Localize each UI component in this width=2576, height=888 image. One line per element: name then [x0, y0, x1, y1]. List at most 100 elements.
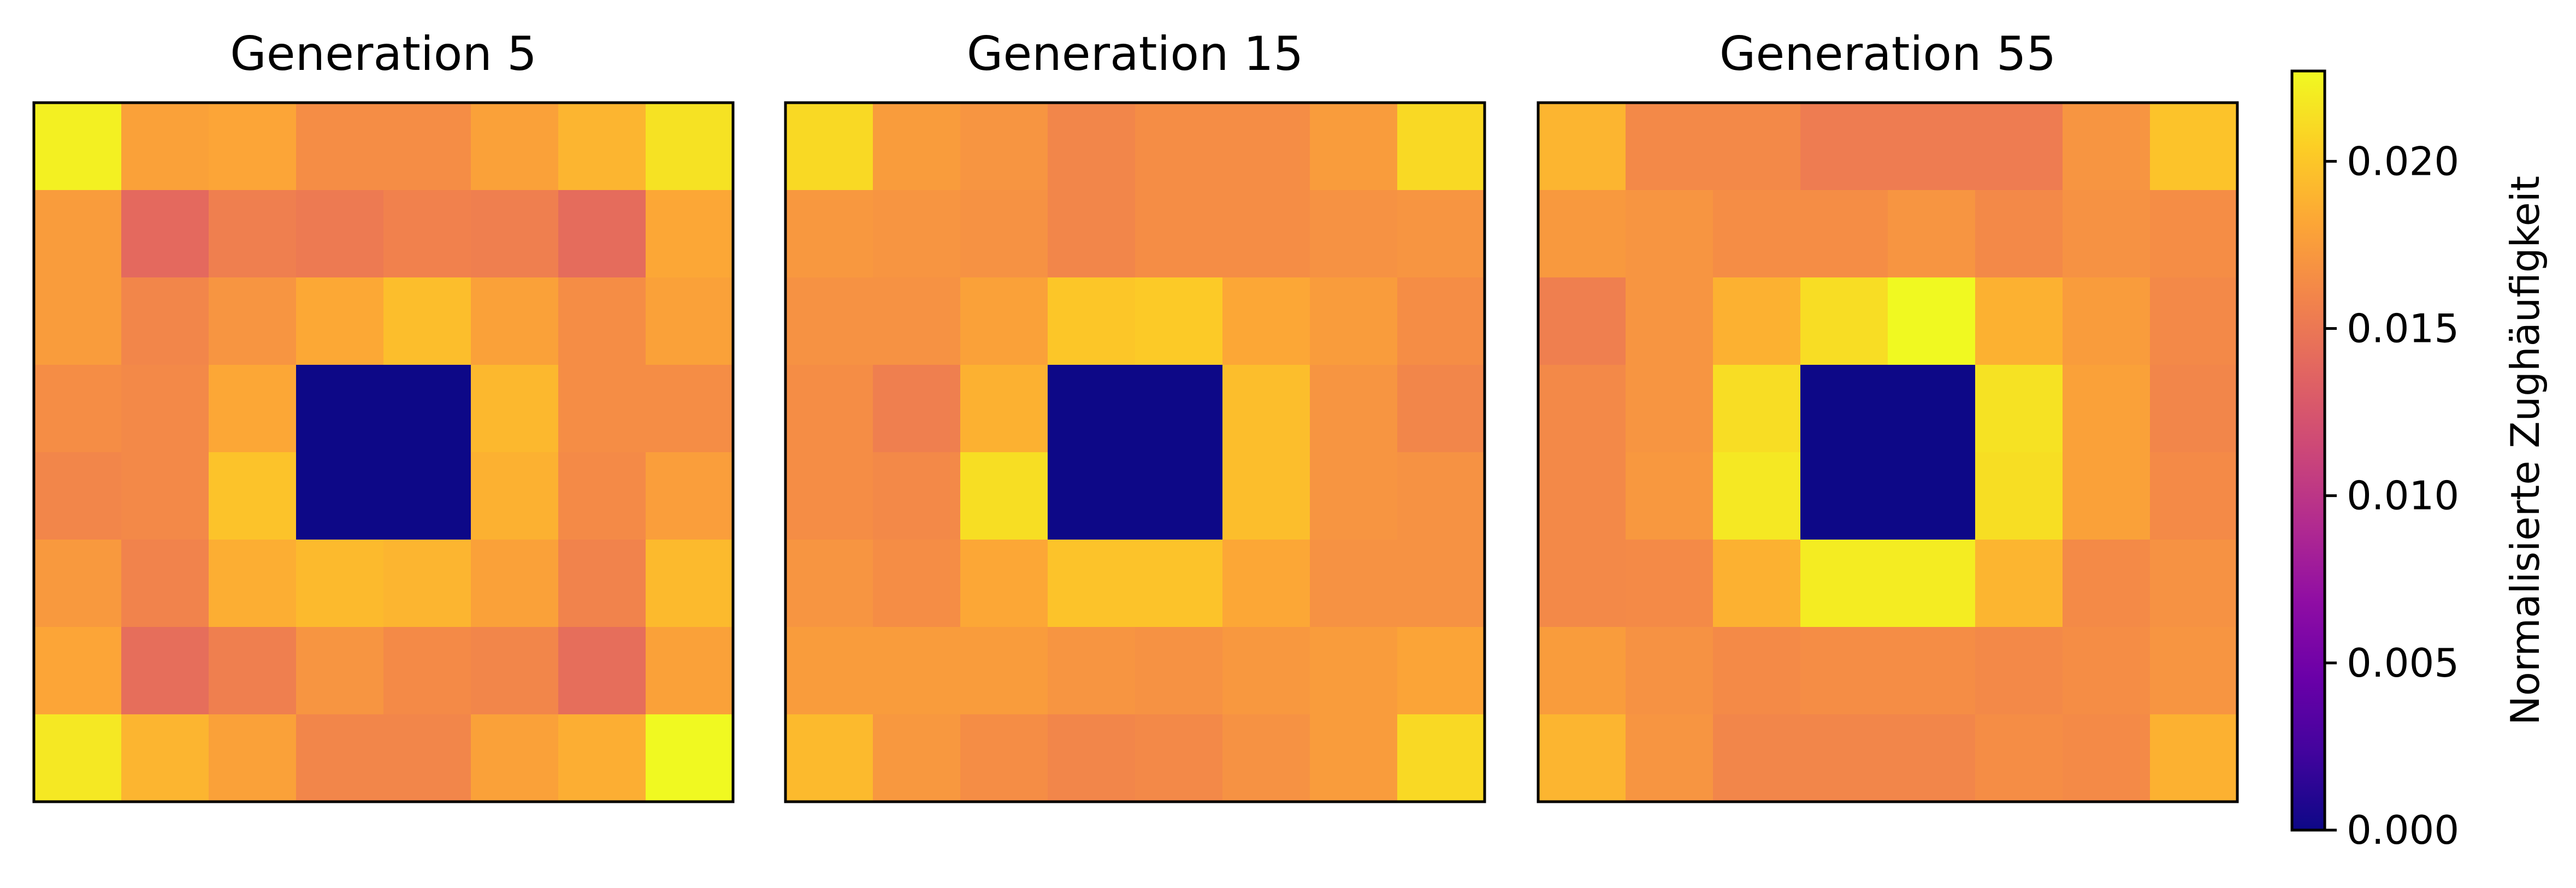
heatmap-cell-r6-c1	[1626, 627, 1714, 715]
heatmap-cell-r0-c1	[121, 103, 209, 191]
heatmap-cell-r6-c7	[2150, 627, 2238, 715]
heatmap-cell-r0-c4	[383, 103, 471, 191]
heatmap-cell-r5-c7	[646, 540, 734, 627]
heatmap-cell-r5-c3	[1048, 540, 1136, 627]
heatmap-cell-r3-c1	[121, 365, 209, 453]
heatmap-cell-r2-c3	[1800, 277, 1888, 365]
heatmap-cell-r5-c2	[209, 540, 297, 627]
heatmap-cells	[1538, 103, 2238, 802]
heatmap-cell-r0-c5	[471, 103, 559, 191]
heatmap-cell-r3-c1	[1626, 365, 1714, 453]
heatmap-cell-r7-c7	[1397, 714, 1485, 802]
heatmap-cell-r5-c5	[1222, 540, 1310, 627]
heatmap-cell-r1-c3	[1800, 190, 1888, 278]
heatmap-cell-r7-c6	[1310, 714, 1398, 802]
heatmap-cell-r5-c1	[873, 540, 961, 627]
heatmap-cell-r1-c0	[1538, 190, 1626, 278]
heatmap-cell-r7-c0	[34, 714, 122, 802]
heatmap-cell-r2-c5	[1222, 277, 1310, 365]
heatmap-cell-r6-c5	[1975, 627, 2063, 715]
heatmap-cell-r5-c0	[1538, 540, 1626, 627]
heatmap-cell-r6-c1	[121, 627, 209, 715]
heatmap-cell-r2-c4	[1135, 277, 1223, 365]
heatmap-cell-r3-c0	[34, 365, 122, 453]
heatmap-cell-r6-c6	[2063, 627, 2150, 715]
heatmap-cell-r4-c1	[1626, 452, 1714, 540]
heatmap-cell-r7-c2	[1713, 714, 1801, 802]
heatmap-cell-r3-c4	[1888, 365, 1976, 453]
heatmap-cell-r1-c6	[2063, 190, 2150, 278]
heatmap-cell-r3-c7	[646, 365, 734, 453]
heatmap-cell-r1-c3	[1048, 190, 1136, 278]
heatmap-cell-r3-c4	[383, 365, 471, 453]
heatmap-cell-r7-c7	[2150, 714, 2238, 802]
heatmap-cell-r5-c4	[1135, 540, 1223, 627]
heatmap-cell-r4-c7	[2150, 452, 2238, 540]
heatmap-cell-r2-c4	[1888, 277, 1976, 365]
heatmap-cell-r1-c4	[1888, 190, 1976, 278]
heatmap-cell-r3-c5	[471, 365, 559, 453]
heatmap-cell-r7-c5	[471, 714, 559, 802]
heatmap-cell-r6-c0	[785, 627, 873, 715]
heatmap-cell-r2-c2	[1713, 277, 1801, 365]
heatmap-cell-r1-c0	[785, 190, 873, 278]
heatmap-cell-r1-c7	[2150, 190, 2238, 278]
heatmap-cell-r0-c4	[1135, 103, 1223, 191]
heatmap-cell-r4-c1	[873, 452, 961, 540]
heatmap-cell-r7-c4	[1888, 714, 1976, 802]
heatmap-cell-r2-c0	[785, 277, 873, 365]
heatmap-cell-r2-c7	[1397, 277, 1485, 365]
heatmap-cell-r4-c0	[785, 452, 873, 540]
heatmap-cell-r5-c2	[1713, 540, 1801, 627]
heatmap-cell-r1-c1	[121, 190, 209, 278]
colorbar-tick-label: 0.010	[2347, 473, 2459, 519]
heatmap-cell-r1-c2	[1713, 190, 1801, 278]
heatmap-cell-r7-c1	[1626, 714, 1714, 802]
heatmap-cell-r5-c7	[2150, 540, 2238, 627]
heatmap-cell-r0-c5	[1975, 103, 2063, 191]
heatmap-cell-r4-c0	[34, 452, 122, 540]
heatmap-cell-r5-c4	[1888, 540, 1976, 627]
panel-title: Generation 55	[1720, 27, 2057, 81]
colorbar: 0.000 0.005 0.010 0.015 0.020 Normalisierte …	[2290, 69, 2548, 853]
heatmap-cell-r0-c0	[1538, 103, 1626, 191]
heatmap-cell-r7-c0	[1538, 714, 1626, 802]
heatmap-cell-r2-c4	[383, 277, 471, 365]
heatmap-cell-r3-c7	[2150, 365, 2238, 453]
heatmap-cell-r0-c1	[873, 103, 961, 191]
heatmap-cell-r0-c6	[1310, 103, 1398, 191]
heatmap-cell-r4-c2	[1713, 452, 1801, 540]
heatmap-cell-r6-c3	[1800, 627, 1888, 715]
heatmap-cell-r7-c0	[785, 714, 873, 802]
heatmap-cell-r4-c3	[1800, 452, 1888, 540]
heatmap-cell-r0-c6	[558, 103, 646, 191]
heatmap-cell-r2-c6	[558, 277, 646, 365]
heatmap-cell-r3-c6	[1310, 365, 1398, 453]
heatmap-cell-r0-c0	[785, 103, 873, 191]
heatmap-cell-r4-c2	[960, 452, 1048, 540]
heatmap-cell-r5-c5	[471, 540, 559, 627]
heatmap-cell-r7-c6	[558, 714, 646, 802]
heatmap-cell-r6-c4	[1888, 627, 1976, 715]
heatmap-cell-r0-c7	[2150, 103, 2238, 191]
heatmap-cell-r2-c7	[646, 277, 734, 365]
heatmap-cell-r3-c3	[1048, 365, 1136, 453]
heatmap-cell-r7-c2	[960, 714, 1048, 802]
heatmap-cell-r2-c0	[1538, 277, 1626, 365]
heatmap-cell-r0-c4	[1888, 103, 1976, 191]
heatmap-cell-r6-c1	[873, 627, 961, 715]
heatmap-cell-r7-c7	[646, 714, 734, 802]
heatmap-cell-r6-c6	[558, 627, 646, 715]
heatmap-cell-r7-c3	[1800, 714, 1888, 802]
heatmap-cell-r1-c4	[383, 190, 471, 278]
heatmap-cells	[785, 103, 1485, 802]
heatmap-cell-r2-c7	[2150, 277, 2238, 365]
heatmap-cell-r0-c2	[1713, 103, 1801, 191]
colorbar-tick-label: 0.020	[2347, 138, 2459, 184]
heatmap-cell-r1-c7	[646, 190, 734, 278]
heatmap-cell-r6-c2	[960, 627, 1048, 715]
heatmap-cell-r4-c5	[1222, 452, 1310, 540]
heatmap-cell-r4-c6	[2063, 452, 2150, 540]
heatmap-cell-r3-c1	[873, 365, 961, 453]
heatmap-cell-r6-c4	[383, 627, 471, 715]
